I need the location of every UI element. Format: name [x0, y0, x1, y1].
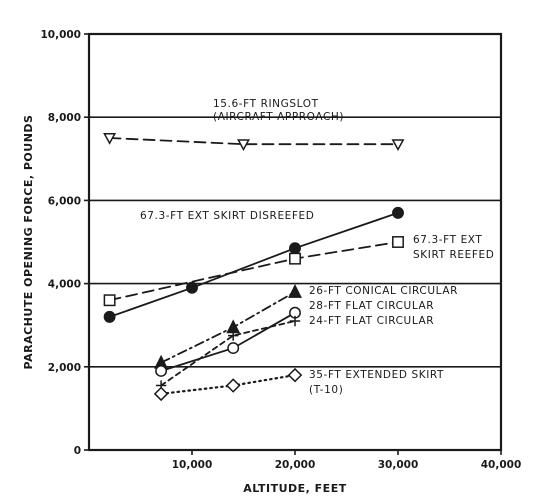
series-4	[154, 284, 302, 369]
y-tick-label: 6,000	[48, 195, 81, 207]
series-label-line: (T-10)	[309, 384, 343, 396]
series-line	[160, 311, 296, 372]
series-label-line: 67.3-FT EXT	[413, 234, 482, 246]
y-axis-label: PARACHUTE OPENING FORCE, POUNDS	[22, 115, 35, 370]
series-3	[103, 236, 404, 307]
series-label-line: (AIRCRAFT APPROACH)	[213, 111, 344, 123]
data-point	[237, 139, 250, 151]
data-point	[103, 133, 117, 145]
data-point	[392, 206, 404, 219]
series-label-line: 26-FT CONICAL CIRCULAR	[309, 285, 458, 297]
y-tick-label: 0	[74, 445, 81, 457]
series-5	[155, 306, 301, 377]
series-annotations: 15.6-FT RINGSLOT (AIRCRAFT APPROACH) 67.3-…	[140, 98, 494, 396]
data-point	[227, 342, 240, 355]
series-6	[155, 315, 301, 391]
series-layer	[103, 133, 405, 402]
data-point	[287, 367, 303, 383]
series-label-line: 28-FT FLAT CIRCULAR	[309, 300, 434, 312]
series-label-line: SKIRT REEFED	[413, 249, 494, 261]
y-tick-label: 10,000	[40, 29, 81, 41]
series-label-line: 15.6-FT RINGSLOT	[213, 98, 319, 110]
series-label: 15.6-FT RINGSLOT (AIRCRAFT APPROACH)	[213, 98, 344, 123]
series-7	[153, 367, 303, 402]
series-line	[160, 320, 296, 387]
series-2	[103, 206, 404, 323]
series-line	[108, 137, 399, 146]
series-label-line: 35-FT EXTENDED SKIRT	[309, 369, 444, 381]
data-point	[289, 242, 301, 255]
data-point	[186, 281, 198, 294]
series-label: 26-FT CONICAL CIRCULAR	[309, 285, 458, 297]
y-tick-label: 8,000	[48, 112, 81, 124]
series-label: 35-FT EXTENDED SKIRT (T-10)	[309, 369, 444, 396]
grid-lines	[89, 116, 501, 368]
x-axis-label: ALTITUDE, FEET	[243, 482, 346, 495]
data-point	[155, 365, 168, 377]
x-tick-label: 40,000	[481, 459, 522, 471]
y-tick-label: 4,000	[48, 279, 81, 291]
series-label: 28-FT FLAT CIRCULAR	[309, 300, 434, 312]
series-line	[160, 290, 296, 364]
data-point	[391, 139, 405, 151]
series-line	[108, 211, 399, 318]
series-label: 67.3-FT EXT SKIRT REEFED	[413, 234, 494, 261]
x-tick-label: 20,000	[275, 459, 316, 471]
data-point	[289, 252, 301, 265]
data-point	[225, 378, 241, 393]
x-tick-label: 10,000	[172, 459, 213, 471]
x-tick-label: 30,000	[378, 459, 419, 471]
data-point	[289, 315, 301, 327]
data-point	[288, 284, 302, 298]
series-label-line: 24-FT FLAT CIRCULAR	[309, 315, 434, 327]
series-1	[103, 133, 405, 151]
series-label: 67.3-FT EXT SKIRT DISREEFED	[140, 210, 314, 222]
axis-ticks: 0 2,000 4,000 6,000 8,000 10,000 10,000 20,000 3…	[40, 29, 521, 471]
data-point	[103, 294, 116, 307]
series-label-line: 67.3-FT EXT SKIRT DISREEFED	[140, 210, 314, 222]
y-tick-label: 2,000	[48, 362, 81, 374]
data-point	[228, 330, 239, 341]
series-label: 24-FT FLAT CIRCULAR	[309, 315, 434, 327]
data-point	[103, 310, 116, 323]
data-point	[153, 386, 169, 402]
data-point	[392, 236, 404, 248]
